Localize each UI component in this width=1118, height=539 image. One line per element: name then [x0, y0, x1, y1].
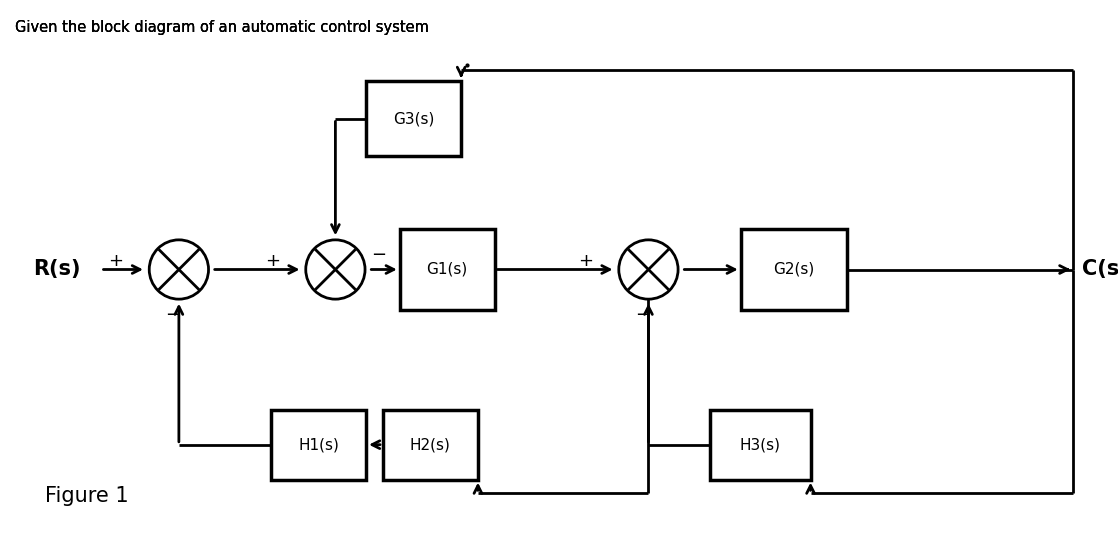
Text: R(s): R(s)	[34, 259, 80, 280]
Text: H3(s): H3(s)	[740, 437, 780, 452]
Bar	[271, 410, 366, 480]
Text: +: +	[108, 252, 123, 270]
Text: G2(s): G2(s)	[774, 262, 814, 277]
Ellipse shape	[618, 240, 679, 299]
Bar	[367, 81, 462, 156]
Bar	[710, 410, 811, 480]
Text: Given the block diagram of an automatic control system: Given the block diagram of an automatic …	[15, 20, 433, 35]
Text: Given the block diagram of an automatic control system: Given the block diagram of an automatic …	[15, 20, 433, 35]
Text: Given the block diagram of an automatic control system in figure 1, establish it: Given the block diagram of an automatic …	[15, 20, 976, 35]
Text: +: +	[265, 252, 280, 270]
Bar	[740, 229, 846, 310]
Text: Figure 1: Figure 1	[45, 486, 129, 506]
Text: H2(s): H2(s)	[410, 437, 451, 452]
Text: C(s): C(s)	[1082, 259, 1118, 280]
Text: −: −	[165, 306, 180, 324]
Text: G3(s): G3(s)	[392, 111, 435, 126]
Bar	[400, 229, 495, 310]
Text: −: −	[635, 306, 650, 324]
Text: Given the block diagram of an automatic control system: Given the block diagram of an automatic …	[15, 20, 433, 35]
Ellipse shape	[149, 240, 209, 299]
Text: +: +	[578, 252, 593, 270]
Text: −: −	[371, 246, 386, 264]
Ellipse shape	[305, 240, 366, 299]
Text: G1(s): G1(s)	[427, 262, 467, 277]
Text: H1(s): H1(s)	[299, 437, 339, 452]
Bar	[382, 410, 479, 480]
